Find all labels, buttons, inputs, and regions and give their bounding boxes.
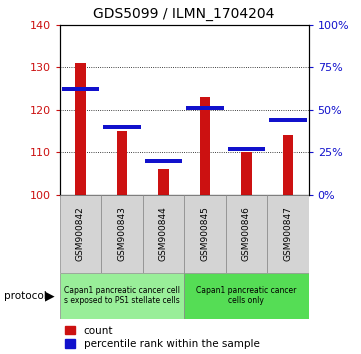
- Text: GSM900845: GSM900845: [200, 206, 209, 261]
- FancyBboxPatch shape: [226, 195, 267, 273]
- Legend: count, percentile rank within the sample: count, percentile rank within the sample: [65, 326, 260, 349]
- Text: GSM900842: GSM900842: [76, 206, 85, 261]
- Text: Capan1 pancreatic cancer
cells only: Capan1 pancreatic cancer cells only: [196, 286, 297, 305]
- Text: protocol: protocol: [4, 291, 46, 301]
- Bar: [158, 169, 169, 195]
- FancyBboxPatch shape: [101, 195, 143, 273]
- Text: GSM900844: GSM900844: [159, 206, 168, 261]
- Bar: [241, 152, 252, 195]
- FancyBboxPatch shape: [184, 273, 309, 319]
- Bar: [283, 135, 293, 195]
- Text: GSM900843: GSM900843: [117, 206, 126, 261]
- Bar: [75, 63, 86, 195]
- FancyBboxPatch shape: [143, 195, 184, 273]
- Bar: [145, 159, 182, 162]
- Text: ▶: ▶: [45, 289, 55, 302]
- Text: GSM900847: GSM900847: [283, 206, 292, 261]
- Text: GSM900846: GSM900846: [242, 206, 251, 261]
- Title: GDS5099 / ILMN_1704204: GDS5099 / ILMN_1704204: [93, 7, 275, 21]
- Bar: [269, 118, 306, 122]
- FancyBboxPatch shape: [184, 195, 226, 273]
- Bar: [228, 147, 265, 151]
- FancyBboxPatch shape: [60, 195, 101, 273]
- Text: Capan1 pancreatic cancer cell
s exposed to PS1 stellate cells: Capan1 pancreatic cancer cell s exposed …: [64, 286, 180, 305]
- Bar: [62, 87, 99, 91]
- FancyBboxPatch shape: [267, 195, 309, 273]
- Bar: [117, 131, 127, 195]
- Bar: [103, 125, 140, 129]
- Bar: [200, 97, 210, 195]
- FancyBboxPatch shape: [60, 273, 184, 319]
- Bar: [186, 106, 223, 110]
